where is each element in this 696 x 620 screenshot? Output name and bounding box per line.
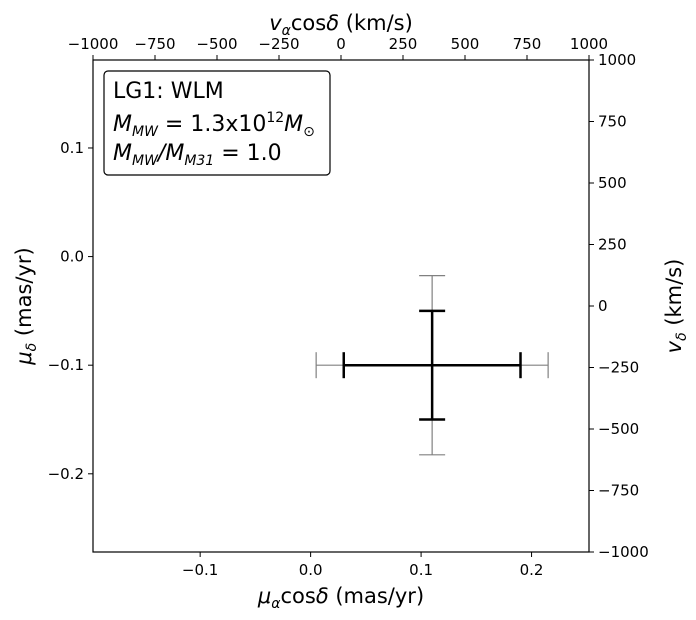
marks-layer [315, 274, 549, 456]
x-tick-label: −0.1 [182, 561, 218, 579]
legend-line-3: MMW/MM31 = 1.0 [113, 141, 282, 169]
y-right-tick-label: 250 [598, 236, 627, 254]
y-tick-label: −0.1 [48, 356, 84, 374]
legend-line-2: MMW = 1.3x1012M⊙ [113, 110, 315, 140]
x-top-tick-label: 500 [451, 35, 480, 53]
y-tick-label: 0.1 [60, 139, 84, 157]
x-top-tick-label: −1000 [68, 35, 119, 53]
x-top-tick-label: −750 [134, 35, 175, 53]
y-tick-label: −0.2 [48, 465, 84, 483]
plot-frame [92, 59, 590, 553]
y-right-tick-label: −750 [598, 482, 639, 500]
legend-line-1: LG1: WLM [113, 79, 224, 104]
y-right-tick-label: 1000 [598, 51, 636, 69]
y-right-tick-label: −1000 [598, 543, 649, 561]
x-top-tick-label: −500 [196, 35, 237, 53]
x-top-tick-label: 250 [389, 35, 418, 53]
y-axis-label: μδ (mas/yr) [12, 247, 40, 365]
x-axis-label: μαcosδ (mas/yr) [257, 584, 424, 612]
x-top-tick-label: −250 [258, 35, 299, 53]
x-top-axis-label: vαcosδ (km/s) [269, 11, 413, 39]
ticks-layer: −0.1 0.0 0.1 0.2 −0.2 −0.1 0.0 0.1 −1000 −750 −500… [48, 35, 649, 579]
x-top-tick-label: 1000 [570, 35, 608, 53]
y-right-tick-label: 750 [598, 113, 627, 131]
y-right-tick-label: 0 [598, 297, 608, 315]
x-top-tick-label: 0 [336, 35, 346, 53]
y-right-tick-label: −250 [598, 359, 639, 377]
y-right-tick-label: 500 [598, 174, 627, 192]
x-top-tick-label: 750 [513, 35, 542, 53]
y-tick-label: 0.0 [60, 248, 84, 266]
x-tick-label: 0.1 [409, 561, 433, 579]
y-right-tick-label: −500 [598, 420, 639, 438]
legend: LG1: WLM MMW = 1.3x1012M⊙ MMW/MM31 = 1.0 [103, 70, 331, 176]
y-right-axis-label: vδ (km/s) [662, 259, 690, 354]
legend-box [103, 70, 331, 176]
x-tick-label: 0.0 [299, 561, 323, 579]
x-tick-label: 0.2 [520, 561, 544, 579]
